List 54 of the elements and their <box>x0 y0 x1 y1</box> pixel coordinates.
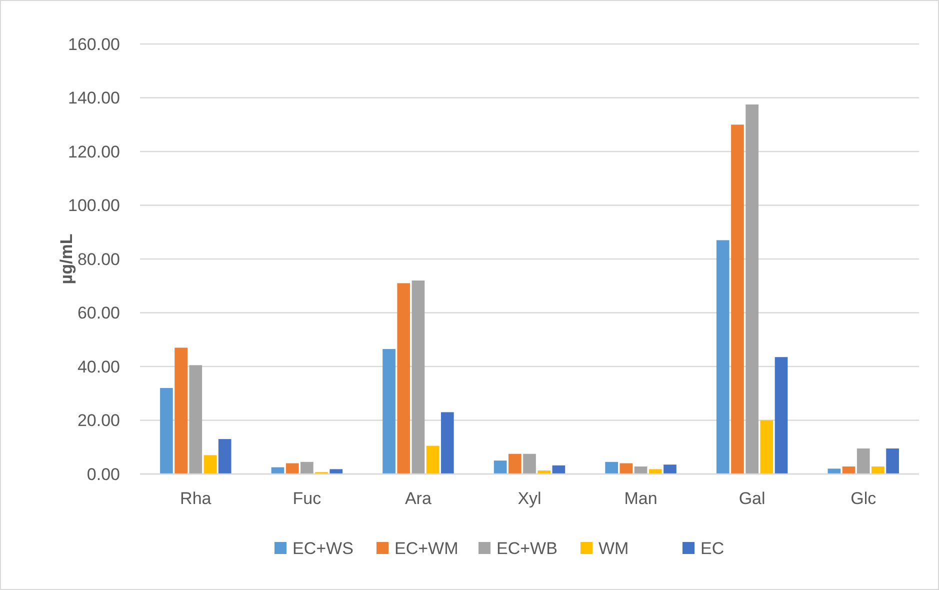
bar <box>218 439 232 474</box>
bar <box>204 455 217 474</box>
y-tick-label: 100.00 <box>68 196 120 216</box>
x-tick-label: Gal <box>738 489 766 508</box>
legend-label: EC+WS <box>292 538 354 558</box>
bar <box>397 283 410 474</box>
x-tick-label: Man <box>624 489 658 508</box>
bar <box>760 420 774 474</box>
y-tick-label: 40.00 <box>77 357 120 376</box>
bar <box>552 465 566 474</box>
legend-label: WM <box>598 538 629 558</box>
bar <box>620 463 633 474</box>
y-tick-label: 160.00 <box>68 34 120 54</box>
bar <box>828 468 841 474</box>
legend-label: EC+WB <box>496 538 558 558</box>
bar <box>426 446 440 474</box>
bar <box>523 454 536 474</box>
bar <box>856 448 870 474</box>
bar <box>605 462 618 474</box>
legend-label: EC+WM <box>394 538 458 558</box>
bar <box>189 365 202 474</box>
bar <box>174 348 188 474</box>
bar <box>872 466 884 474</box>
bar <box>412 280 425 474</box>
bar <box>382 349 396 474</box>
bar <box>330 469 343 474</box>
bar <box>886 448 899 474</box>
bar <box>300 462 314 474</box>
x-tick-label: Fuc <box>292 489 322 508</box>
y-tick-label: 20.00 <box>77 411 120 430</box>
x-tick-label: Xyl <box>518 489 542 508</box>
bar <box>634 466 648 474</box>
y-tick-label: 120.00 <box>68 142 120 162</box>
bar <box>731 124 744 474</box>
y-axis-title: µg/mL <box>57 234 76 284</box>
y-tick-label: 60.00 <box>77 304 120 323</box>
bar <box>648 469 662 474</box>
x-tick-label: Ara <box>404 489 432 508</box>
bar <box>508 454 522 474</box>
bar <box>746 104 758 474</box>
bar <box>286 463 299 474</box>
bar <box>160 388 173 474</box>
y-tick-label: 0.00 <box>86 464 120 484</box>
bar <box>664 464 676 474</box>
legend-label: EC <box>700 538 724 558</box>
x-tick-label: Glc <box>850 489 877 508</box>
bar <box>774 357 788 474</box>
bar <box>716 240 730 474</box>
bar <box>440 412 454 474</box>
bar <box>494 460 507 474</box>
y-tick-label: 140.00 <box>68 88 120 108</box>
bar <box>842 466 856 474</box>
x-tick-label: Rha <box>180 489 212 508</box>
y-tick-label: 80.00 <box>77 250 120 269</box>
